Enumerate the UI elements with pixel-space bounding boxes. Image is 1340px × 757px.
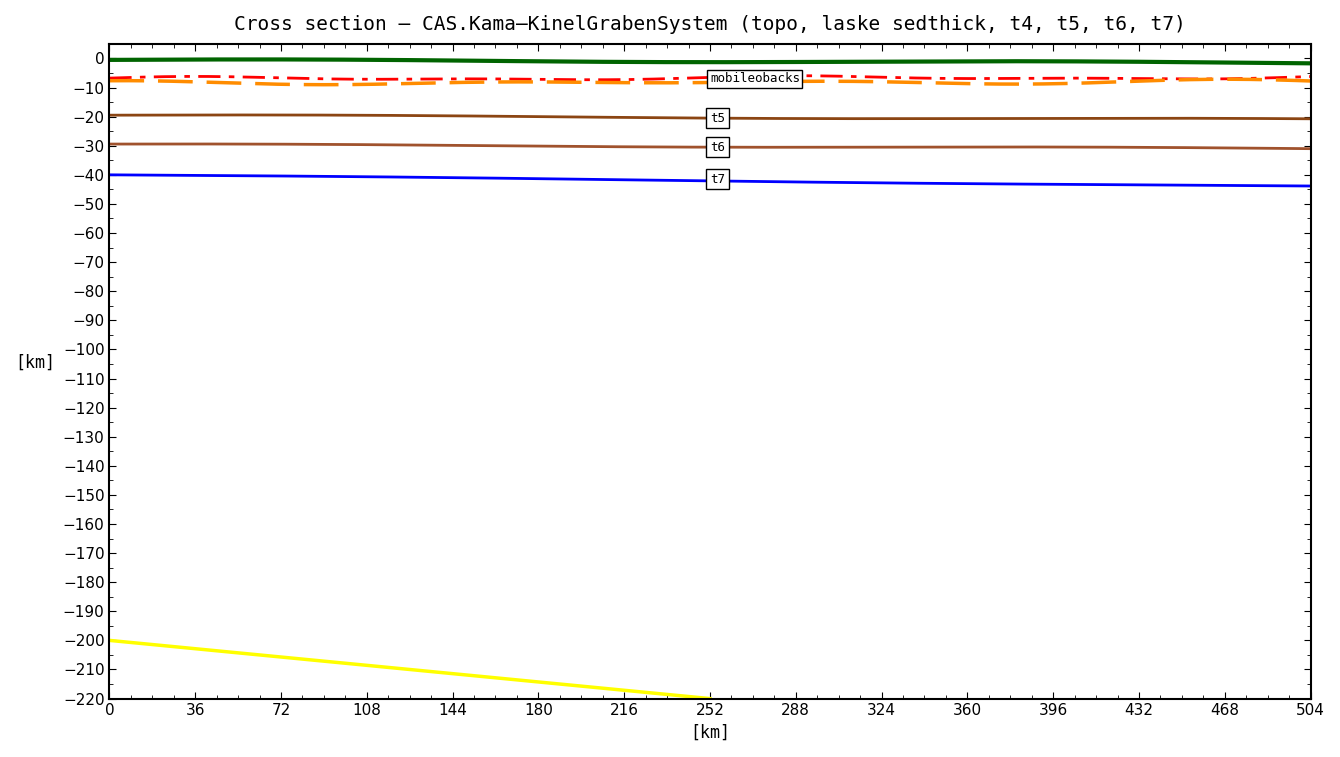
Text: t6: t6	[710, 141, 725, 154]
X-axis label: [km]: [km]	[690, 724, 730, 742]
Text: t5: t5	[710, 111, 725, 125]
Text: t7: t7	[710, 173, 725, 185]
Title: Cross section – CAS.Kama–KinelGrabenSystem (topo, laske sedthick, t4, t5, t6, t7: Cross section – CAS.Kama–KinelGrabenSyst…	[234, 15, 1186, 34]
Text: mobileobacks: mobileobacks	[710, 73, 800, 86]
Y-axis label: [km]: [km]	[15, 354, 55, 371]
